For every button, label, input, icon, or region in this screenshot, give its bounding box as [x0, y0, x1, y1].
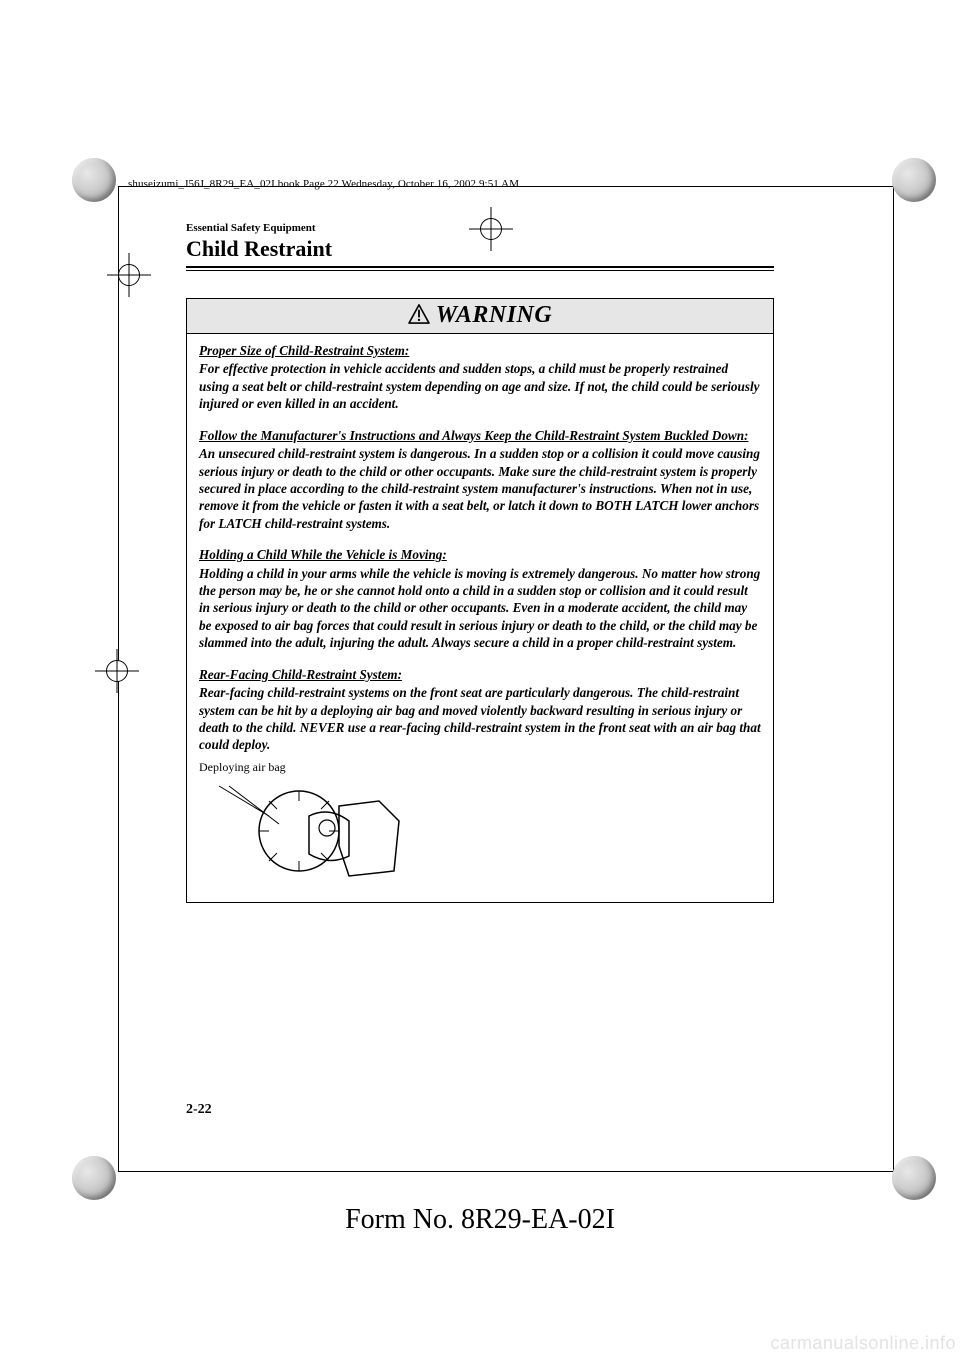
warning-block-text: For effective protection in vehicle acci… — [199, 360, 761, 412]
warning-block: Rear-Facing Child-Restraint System: Rear… — [199, 666, 761, 890]
warning-box: WARNING Proper Size of Child-Restraint S… — [186, 298, 774, 903]
illustration-caption: Deploying air bag — [199, 760, 761, 776]
reg-sphere-icon — [72, 158, 116, 202]
reg-sphere-icon — [892, 1156, 936, 1200]
warning-block: Holding a Child While the Vehicle is Mov… — [199, 546, 761, 652]
title-rule — [186, 266, 774, 268]
frame-right-line — [893, 186, 894, 1172]
airbag-diagram-icon — [199, 776, 419, 886]
watermark: carmanualsonline.info — [770, 1333, 956, 1354]
warning-label: WARNING — [436, 302, 552, 328]
warning-block-text: An unsecured child-restraint system is d… — [199, 445, 761, 532]
warning-block-text: Holding a child in your arms while the v… — [199, 565, 761, 652]
reg-sphere-icon — [892, 158, 936, 202]
form-number: Form No. 8R29-EA-02I — [0, 1204, 960, 1236]
warning-block: Follow the Manufacturer's Instructions a… — [199, 427, 761, 533]
warning-body: Proper Size of Child-Restraint System: F… — [187, 334, 773, 902]
warning-block-head: Follow the Manufacturer's Instructions a… — [199, 427, 761, 444]
reg-cross-icon — [106, 660, 128, 682]
warning-block: Proper Size of Child-Restraint System: F… — [199, 342, 761, 413]
running-head: Essential Safety Equipment Child Restrai… — [186, 222, 774, 268]
frame-bottom-line — [118, 1171, 894, 1172]
warning-block-head: Rear-Facing Child-Restraint System: — [199, 666, 761, 683]
warning-block-head: Proper Size of Child-Restraint System: — [199, 342, 761, 359]
page-title: Child Restraint — [186, 236, 774, 262]
warning-header: WARNING — [187, 299, 773, 334]
warning-triangle-icon — [408, 304, 430, 324]
print-header-line: shuseizumi_J56J_8R29_EA_02I.book Page 22… — [128, 178, 519, 190]
warning-block-head: Holding a Child While the Vehicle is Mov… — [199, 546, 761, 563]
page-number: 2-22 — [186, 1102, 212, 1118]
warning-block-text: Rear-facing child-restraint systems on t… — [199, 684, 761, 754]
reg-sphere-icon — [72, 1156, 116, 1200]
airbag-illustration: Deploying air bag — [199, 760, 761, 890]
page: shuseizumi_J56J_8R29_EA_02I.book Page 22… — [0, 0, 960, 1358]
reg-cross-icon — [118, 264, 140, 286]
section-label: Essential Safety Equipment — [186, 222, 774, 234]
